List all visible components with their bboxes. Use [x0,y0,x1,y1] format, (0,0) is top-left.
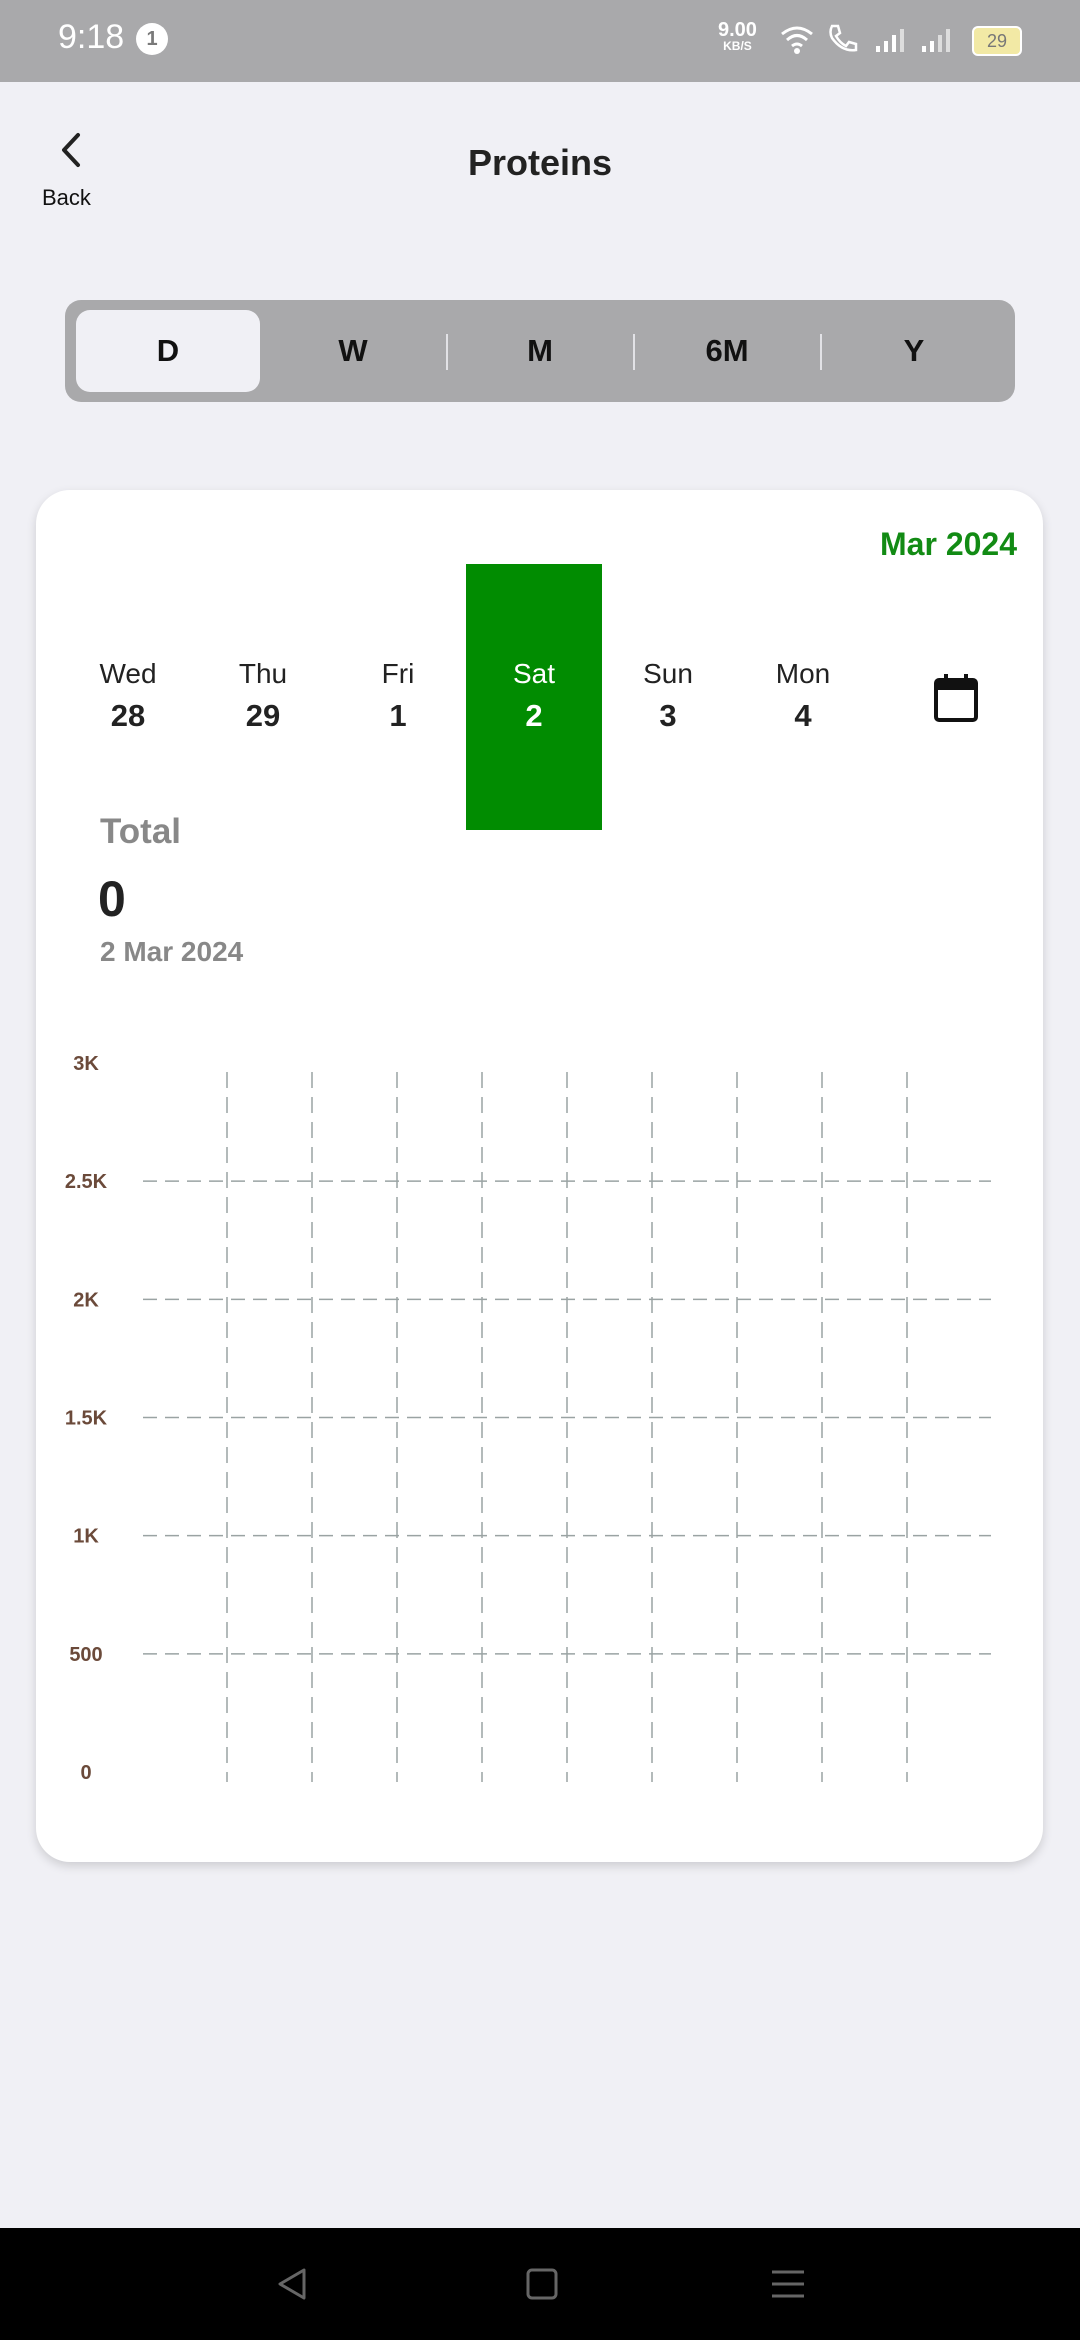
month-label: Mar 2024 [880,526,1017,562]
y-tick-label: 500 [69,1644,102,1666]
segment-divider [820,334,822,370]
nav-home-icon[interactable] [522,2264,562,2304]
range-segment-control: D W M 6M Y [65,300,1015,402]
navigation-bar [0,2228,1080,2340]
nav-back-icon[interactable] [272,2264,312,2304]
back-label: Back [42,185,91,210]
y-tick-label: 0 [80,1762,91,1784]
y-tick-label: 2K [73,1289,99,1311]
day-date: 1 [389,698,407,733]
nav-menu-icon[interactable] [768,2264,808,2304]
day-name: Sat [512,658,556,689]
tab-day[interactable]: D [76,310,260,392]
day-name: Thu [238,658,288,689]
summary-card: Mar 2024 Wed 28 Thu 29 Fri 1 Sat 2 Sun 3… [36,490,1043,1862]
day-date: 4 [794,698,812,733]
signal-icon-1 [876,29,904,52]
total-value: 0 [98,871,126,927]
status-time: 9:18 [58,18,125,56]
tab-week[interactable]: W [338,333,368,368]
day-name: Wed [99,658,157,689]
day-wed[interactable]: Wed 28 [63,658,193,734]
chevron-left-icon [62,133,80,167]
day-name: Mon [775,658,831,689]
day-name: Fri [381,658,415,689]
tab-six-months[interactable]: 6M [705,333,749,368]
network-speed-value: 9.00 [718,19,757,41]
day-sun[interactable]: Sun 3 [603,658,733,734]
day-date: 2 [525,698,543,733]
page-title: Proteins [467,142,613,183]
day-date: 28 [110,698,146,733]
y-tick-label: 1.5K [65,1408,108,1430]
status-bar: 9:18 1 9.00 KB/S 29 [0,0,1080,82]
total-label: Total [100,812,182,851]
battery-icon: 29 [972,26,1022,56]
y-tick-label: 1K [73,1526,99,1548]
notification-badge: 1 [136,23,168,55]
call-icon [829,24,858,52]
calendar-icon[interactable] [932,672,980,724]
segment-divider [446,334,448,370]
day-date: 3 [659,698,677,733]
network-speed-unit: KB/S [723,39,752,53]
selected-day-highlight [466,564,602,830]
day-name: Sun [643,658,693,689]
day-sat[interactable]: Sat 2 [469,658,599,734]
y-tick-label: 3K [73,1053,99,1075]
y-tick-label: 2.5K [65,1171,108,1193]
wifi-icon [781,26,813,54]
signal-icon-2 [922,29,950,52]
back-button[interactable]: Back [38,125,138,215]
day-thu[interactable]: Thu 29 [198,658,328,734]
day-fri[interactable]: Fri 1 [333,658,463,734]
total-date: 2 Mar 2024 [100,936,244,967]
day-date: 29 [245,698,281,733]
tab-month[interactable]: M [527,333,553,368]
protein-chart: 3K 2.5K 2K 1.5K 1K 500 0 [65,1053,991,1784]
network-speed: 9.00 KB/S [718,19,757,54]
tab-year[interactable]: Y [903,333,925,368]
day-mon[interactable]: Mon 4 [738,658,868,734]
segment-divider [633,334,635,370]
